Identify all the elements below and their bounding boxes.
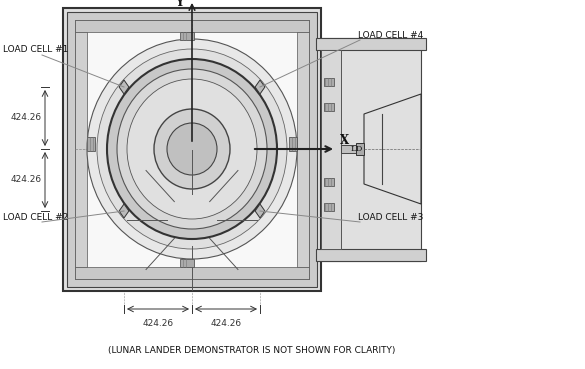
Ellipse shape [107,59,277,239]
Text: LD: LD [351,145,363,153]
Bar [316,38,426,50]
Bar [297,32,309,267]
Ellipse shape [127,79,257,219]
Bar [324,178,334,186]
Bar [67,12,317,287]
Text: LOAD CELL #4: LOAD CELL #4 [358,31,424,39]
Bar [75,20,309,32]
Text: 424.26: 424.26 [142,319,174,328]
Bar [341,145,356,153]
Text: 424.26: 424.26 [211,319,242,328]
Bar [356,143,364,155]
Polygon shape [364,94,421,204]
Text: Y: Y [176,0,184,9]
Text: 424.26: 424.26 [11,176,42,184]
Bar [63,8,321,291]
Bar [324,203,334,211]
Text: LOAD CELL #2: LOAD CELL #2 [3,213,68,221]
Polygon shape [255,204,265,218]
Bar [75,20,309,279]
Bar [180,259,194,267]
Bar [324,103,334,111]
Bar [316,249,426,261]
Text: X: X [340,134,349,147]
Bar [321,38,421,261]
Bar [87,137,95,151]
Ellipse shape [154,109,230,189]
Text: LOAD CELL #3: LOAD CELL #3 [358,213,424,221]
Bar [75,32,87,267]
Ellipse shape [87,39,297,259]
Text: (LUNAR LANDER DEMONSTRATOR IS NOT SHOWN FOR CLARITY): (LUNAR LANDER DEMONSTRATOR IS NOT SHOWN … [108,346,395,355]
Bar [289,137,297,151]
Ellipse shape [167,123,217,175]
Bar [321,50,341,249]
Polygon shape [119,80,129,94]
Bar [75,267,309,279]
Polygon shape [255,80,265,94]
Polygon shape [119,204,129,218]
Text: LOAD CELL #1: LOAD CELL #1 [3,45,68,55]
Text: 424.26: 424.26 [11,114,42,123]
Bar [180,32,194,40]
Ellipse shape [97,49,287,249]
Text: LD: LD [191,0,204,2]
Bar [324,78,334,86]
Ellipse shape [117,69,267,229]
